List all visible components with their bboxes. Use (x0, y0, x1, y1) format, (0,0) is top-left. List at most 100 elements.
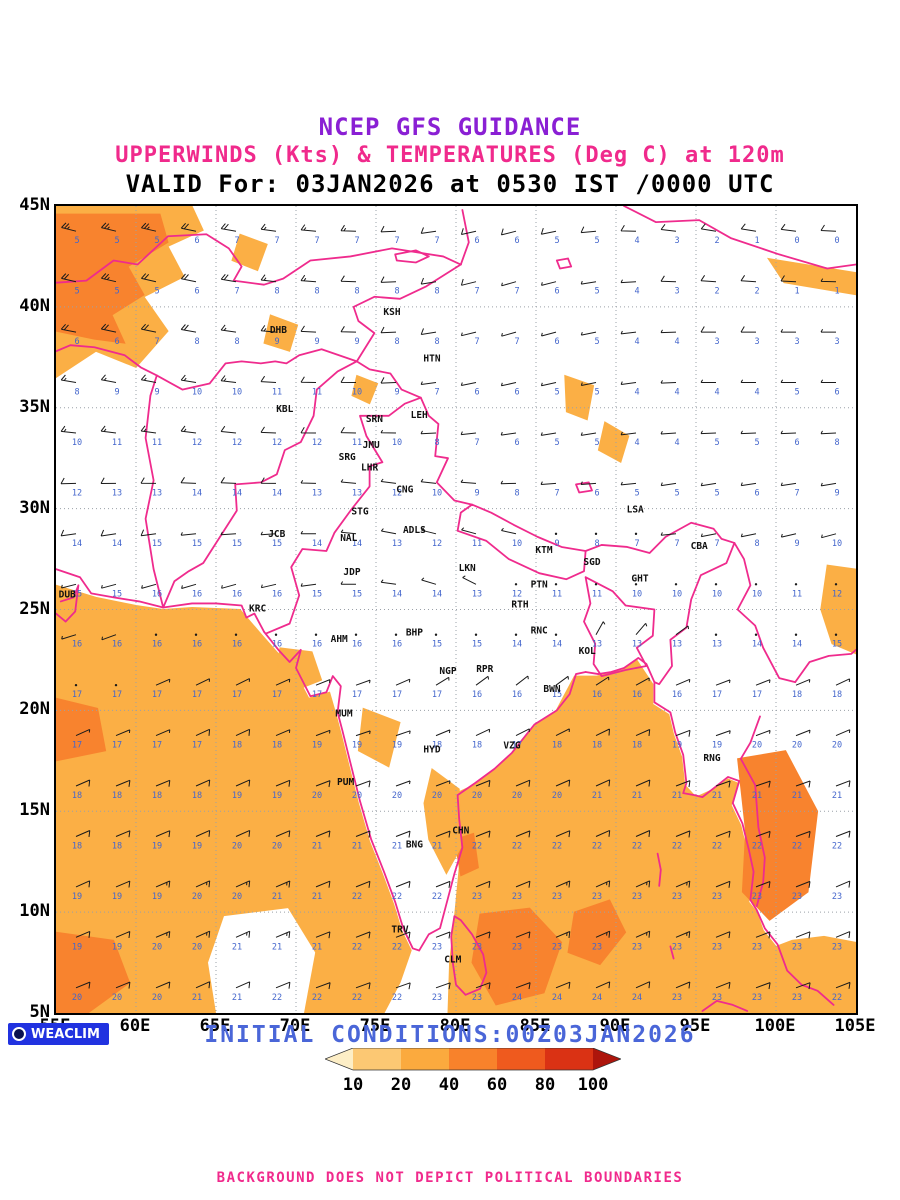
temperature-value: 16 (392, 640, 402, 650)
temperature-value: 18 (792, 690, 802, 700)
temperature-value: 23 (752, 993, 762, 1003)
temperature-value: 11 (472, 539, 482, 549)
temperature-value: 17 (112, 741, 122, 751)
lat-tick-label: 35N (19, 396, 50, 417)
temperature-value: 22 (392, 892, 402, 902)
temperature-value: 10 (672, 589, 682, 599)
temperature-value: 19 (72, 942, 82, 952)
temperature-value: 14 (72, 539, 82, 549)
city-label: JCB (268, 529, 285, 540)
page-title: NCEP GFS GUIDANCE (318, 113, 582, 141)
temperature-value: 22 (792, 841, 802, 851)
temperature-value: 22 (352, 942, 362, 952)
initial-conditions-text: INITIAL CONDITIONS:00Z03JAN2026 (204, 1022, 696, 1048)
temperature-value: 21 (312, 942, 322, 952)
temperature-value: 13 (472, 589, 482, 599)
temperature-value: 10 (712, 589, 722, 599)
lat-tick-label: 25N (19, 598, 50, 619)
temperature-value: 11 (592, 589, 602, 599)
temperature-value: 20 (232, 841, 242, 851)
temperature-value: 7 (474, 337, 479, 347)
temperature-value: 8 (314, 287, 319, 297)
temperature-value: 19 (352, 741, 362, 751)
city-label: GHT (631, 573, 648, 584)
temperature-value: 21 (352, 841, 362, 851)
temperature-value: 23 (592, 942, 602, 952)
temperature-value: 2 (714, 287, 719, 297)
temperature-value: 23 (632, 892, 642, 902)
temperature-value: 14 (512, 640, 522, 650)
city-label: AHM (331, 634, 348, 645)
temperature-value: 15 (472, 640, 482, 650)
temperature-value: 12 (312, 438, 322, 448)
temperature-value: 11 (312, 388, 322, 398)
city-label: LHR (361, 462, 378, 473)
temperature-value: 20 (72, 993, 82, 1003)
city-label: KBL (276, 404, 293, 415)
temperature-value: 18 (72, 841, 82, 851)
temperature-value: 18 (592, 741, 602, 751)
temperature-value: 16 (232, 589, 242, 599)
temperature-value: 21 (792, 791, 802, 801)
temperature-value: 8 (274, 287, 279, 297)
temperature-value: 18 (472, 741, 482, 751)
temperature-value: 7 (474, 438, 479, 448)
temperature-value: 2 (714, 236, 719, 246)
city-label: DUB (59, 589, 76, 600)
temperature-value: 15 (352, 589, 362, 599)
temperature-value: 22 (672, 841, 682, 851)
temperature-value: 6 (514, 236, 519, 246)
temperature-value: 15 (832, 640, 842, 650)
lon-tick-label: 95E (679, 1016, 711, 1036)
temperature-value: 18 (72, 791, 82, 801)
temperature-value: 5 (714, 488, 719, 498)
temperature-value: 21 (832, 791, 842, 801)
temperature-value: 7 (434, 388, 439, 398)
city-label: HYD (423, 745, 440, 756)
temperature-value: 5 (674, 488, 679, 498)
temperature-value: 3 (714, 337, 719, 347)
temperature-value: 17 (712, 690, 722, 700)
temperature-value: 19 (72, 892, 82, 902)
temperature-value: 5 (554, 388, 559, 398)
temperature-value: 20 (792, 741, 802, 751)
temperature-value: 13 (112, 488, 122, 498)
city-label: CNG (396, 484, 413, 495)
temperature-value: 22 (512, 841, 522, 851)
temperature-value: 21 (712, 791, 722, 801)
temperature-value: 23 (472, 993, 482, 1003)
temperature-value: 19 (392, 741, 402, 751)
colorbar-legend: 10 20 40 60 80 100 (324, 1047, 622, 1100)
lon-tick-label: 60E (119, 1016, 151, 1036)
temperature-value: 14 (192, 488, 202, 498)
temperature-value: 20 (472, 791, 482, 801)
temperature-value: 6 (594, 488, 599, 498)
temperature-value: 22 (712, 841, 722, 851)
temperature-value: 23 (832, 942, 842, 952)
temperature-value: 8 (594, 539, 599, 549)
temperature-value: 17 (72, 741, 82, 751)
temperature-value: 16 (192, 640, 202, 650)
temperature-value: 4 (634, 388, 639, 398)
temperature-value: 12 (512, 589, 522, 599)
temperature-value: 9 (554, 539, 559, 549)
temperature-value: 14 (552, 640, 562, 650)
temperature-value: 6 (754, 488, 759, 498)
temperature-value: 8 (394, 287, 399, 297)
temperature-value: 11 (552, 589, 562, 599)
temperature-value: 4 (754, 388, 759, 398)
city-label: BNG (406, 840, 423, 851)
temperature-value: 22 (832, 841, 842, 851)
city-label: CLM (444, 955, 461, 966)
temperature-value: 9 (314, 337, 319, 347)
temperature-value: 23 (712, 993, 722, 1003)
temperature-value: 8 (74, 388, 79, 398)
temperature-value: 5 (74, 287, 79, 297)
temperature-value: 22 (312, 993, 322, 1003)
temperature-value: 23 (832, 892, 842, 902)
temperature-value: 24 (552, 993, 562, 1003)
city-label: KRC (249, 604, 266, 615)
temperature-value: 17 (752, 690, 762, 700)
temperature-value: 21 (672, 791, 682, 801)
temperature-value: 15 (432, 640, 442, 650)
